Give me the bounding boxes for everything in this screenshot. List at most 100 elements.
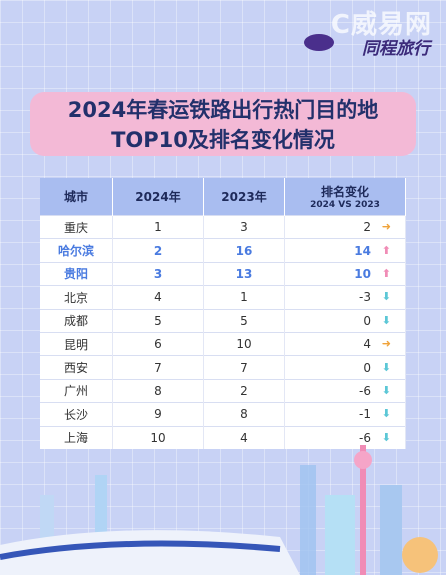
table-cell: 5 — [112, 308, 204, 333]
cell-text: 2 — [153, 243, 163, 258]
change-arrow: ⬇ — [381, 383, 391, 397]
table-cell: 7 — [203, 355, 285, 380]
table-row: 上海 10 4 -6 ⬇ — [40, 425, 406, 449]
table-cell: 长沙 — [40, 402, 113, 427]
cell-text: 重庆 — [63, 220, 88, 235]
table-cell: 2 — [112, 238, 204, 263]
table-cell: 贵阳 — [40, 261, 113, 286]
cell-text: 3 — [153, 266, 163, 281]
table-cell: 9 — [112, 402, 204, 427]
cell-text: 昆明 — [63, 337, 88, 352]
cell-text: 9 — [154, 407, 162, 422]
table-cell: 4 — [112, 285, 204, 310]
table-cell: -6 ⬇ — [284, 425, 406, 449]
cell-text: 上海 — [63, 431, 88, 446]
change-arrow: ➜ — [381, 220, 391, 234]
table-cell: 西安 — [40, 355, 113, 380]
change-arrow: ⬇ — [381, 290, 391, 304]
table-cell: 3 — [112, 261, 204, 286]
title: 2024年春运铁路出行热门目的地 TOP10及排名变化情况 — [30, 92, 416, 156]
table-cell: 6 — [112, 331, 204, 356]
table-cell: 0 ⬇ — [284, 308, 406, 333]
cell-text: 10 — [354, 266, 371, 281]
cell-text: 5 — [240, 313, 248, 328]
table-cell: -1 ⬇ — [284, 402, 406, 427]
cell-text: 13 — [235, 266, 253, 281]
table-row: 西安 7 7 0 ⬇ — [40, 355, 406, 380]
column-subheader: 2024 VS 2023 — [310, 200, 380, 210]
cell-text: 广州 — [63, 384, 88, 399]
header-row: 城市 2024年 2023年 排名变化 2024 VS 2023 — [40, 178, 406, 216]
table-cell: 2 — [203, 378, 285, 403]
table-row: 昆明 6 10 4 ➜ — [40, 331, 406, 356]
cell-text: 7 — [240, 360, 248, 375]
cell-text: -6 — [359, 430, 371, 445]
title-line: TOP10及排名变化情况 — [111, 128, 335, 152]
table-cell: 3 — [203, 214, 285, 239]
table-row: 贵阳 3 13 10 ⬆ — [40, 261, 406, 286]
table-cell: -3 ⬇ — [284, 285, 406, 310]
cell-text: 8 — [154, 383, 162, 398]
table-cell: 1 — [203, 285, 285, 310]
brand: 同程旅行 — [362, 39, 430, 59]
table-cell: 13 — [203, 261, 285, 286]
column-header: 2024年 — [112, 178, 204, 216]
table-cell: 北京 — [40, 285, 113, 310]
table-cell: 8 — [203, 402, 285, 427]
table-cell: 10 ⬆ — [284, 261, 406, 286]
table-cell: 2 ➜ — [284, 214, 406, 239]
change-arrow: ⬆ — [381, 266, 391, 280]
cell-text: 3 — [240, 220, 248, 235]
cell-text: 0 — [363, 313, 371, 328]
table-cell: 10 — [112, 425, 204, 449]
cell-text: 2 — [363, 220, 371, 235]
change-arrow: ➜ — [381, 337, 391, 351]
table-cell: 昆明 — [40, 331, 113, 356]
table-cell: 4 — [203, 425, 285, 449]
brand-logo — [304, 34, 334, 51]
table-cell: 5 — [203, 308, 285, 333]
cell-text: 西安 — [63, 361, 88, 376]
cell-text: 4 — [240, 430, 248, 445]
table-cell: 上海 — [40, 425, 113, 449]
cell-text: 北京 — [63, 290, 88, 305]
table-cell: 成都 — [40, 308, 113, 333]
table-row: 长沙 9 8 -1 ⬇ — [40, 402, 406, 427]
cell-text: 1 — [154, 220, 162, 235]
table-cell: 7 — [112, 355, 204, 380]
table-cell: 8 — [112, 378, 204, 403]
cell-text: 7 — [154, 360, 162, 375]
cell-text: 贵阳 — [63, 267, 88, 282]
table-cell: 0 ⬇ — [284, 355, 406, 380]
skyline-decoration — [0, 445, 438, 575]
table-cell: 4 ➜ — [284, 331, 406, 356]
table-row: 北京 4 1 -3 ⬇ — [40, 285, 406, 310]
cell-text: 4 — [154, 290, 162, 305]
table-row: 重庆 1 3 2 ➜ — [40, 214, 406, 239]
cell-text: 6 — [154, 337, 162, 352]
column-header: 排名变化 2024 VS 2023 — [284, 178, 406, 216]
change-arrow: ⬇ — [381, 360, 391, 374]
table-row: 成都 5 5 0 ⬇ — [40, 308, 406, 333]
table-cell: -6 ⬇ — [284, 378, 406, 403]
ranking-table: 城市 2024年 2023年 排名变化 2024 VS 2023 重庆 1 3 2 ➜ 哈尔… — [40, 178, 406, 449]
cell-text: 1 — [240, 290, 248, 305]
cell-text: 8 — [240, 407, 248, 422]
table-row: 哈尔滨 2 16 14 ⬆ — [40, 238, 406, 263]
table-cell: 16 — [203, 238, 285, 263]
table-cell: 10 — [203, 331, 285, 356]
table-cell: 广州 — [40, 378, 113, 403]
cell-text: 哈尔滨 — [57, 244, 94, 259]
change-arrow: ⬇ — [381, 313, 391, 327]
cell-text: 2 — [240, 383, 248, 398]
cell-text: 成都 — [63, 314, 88, 329]
cell-text: -6 — [359, 383, 371, 398]
column-header: 城市 — [40, 178, 113, 216]
title-line: 2024年春运铁路出行热门目的地 — [67, 98, 379, 122]
table-row: 广州 8 2 -6 ⬇ — [40, 378, 406, 403]
cell-text: 16 — [235, 243, 253, 258]
table-cell: 重庆 — [40, 214, 113, 239]
cell-text: 10 — [236, 337, 252, 352]
change-arrow: ⬇ — [381, 430, 391, 444]
